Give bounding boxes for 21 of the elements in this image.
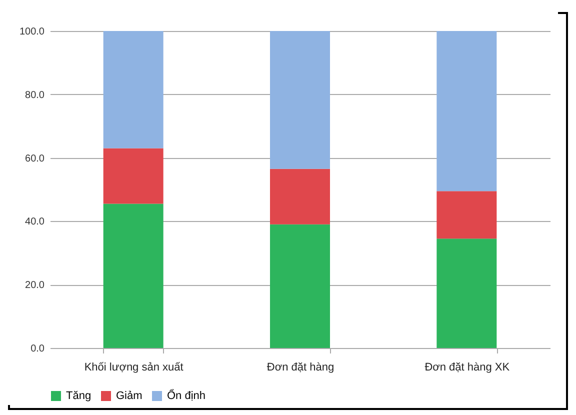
y-tick-label: 100.0 <box>19 26 45 38</box>
bar <box>103 148 164 204</box>
bar <box>436 238 497 348</box>
legend-label: Giảm <box>116 390 142 402</box>
y-tick-label: 60.0 <box>25 153 45 164</box>
bar <box>436 191 497 239</box>
bar <box>436 31 497 192</box>
bar <box>103 204 164 348</box>
x-tick-label: Khối lượng sản xuất <box>84 362 184 374</box>
y-tick-label: 0.0 <box>30 344 45 354</box>
bar <box>270 224 330 348</box>
x-tick-label: Đơn đặt hàng <box>266 362 334 374</box>
x-tick-label: Đơn đặt hàng XK <box>424 362 510 374</box>
y-tick-label: 40.0 <box>25 216 45 228</box>
bar <box>270 31 330 169</box>
legend-label: Ổn định <box>167 389 206 402</box>
legend-label: Tăng <box>66 390 92 402</box>
y-tick-label: 20.0 <box>25 280 45 292</box>
bar <box>103 31 164 148</box>
y-tick-label: 80.0 <box>25 90 45 101</box>
bar <box>270 168 330 224</box>
